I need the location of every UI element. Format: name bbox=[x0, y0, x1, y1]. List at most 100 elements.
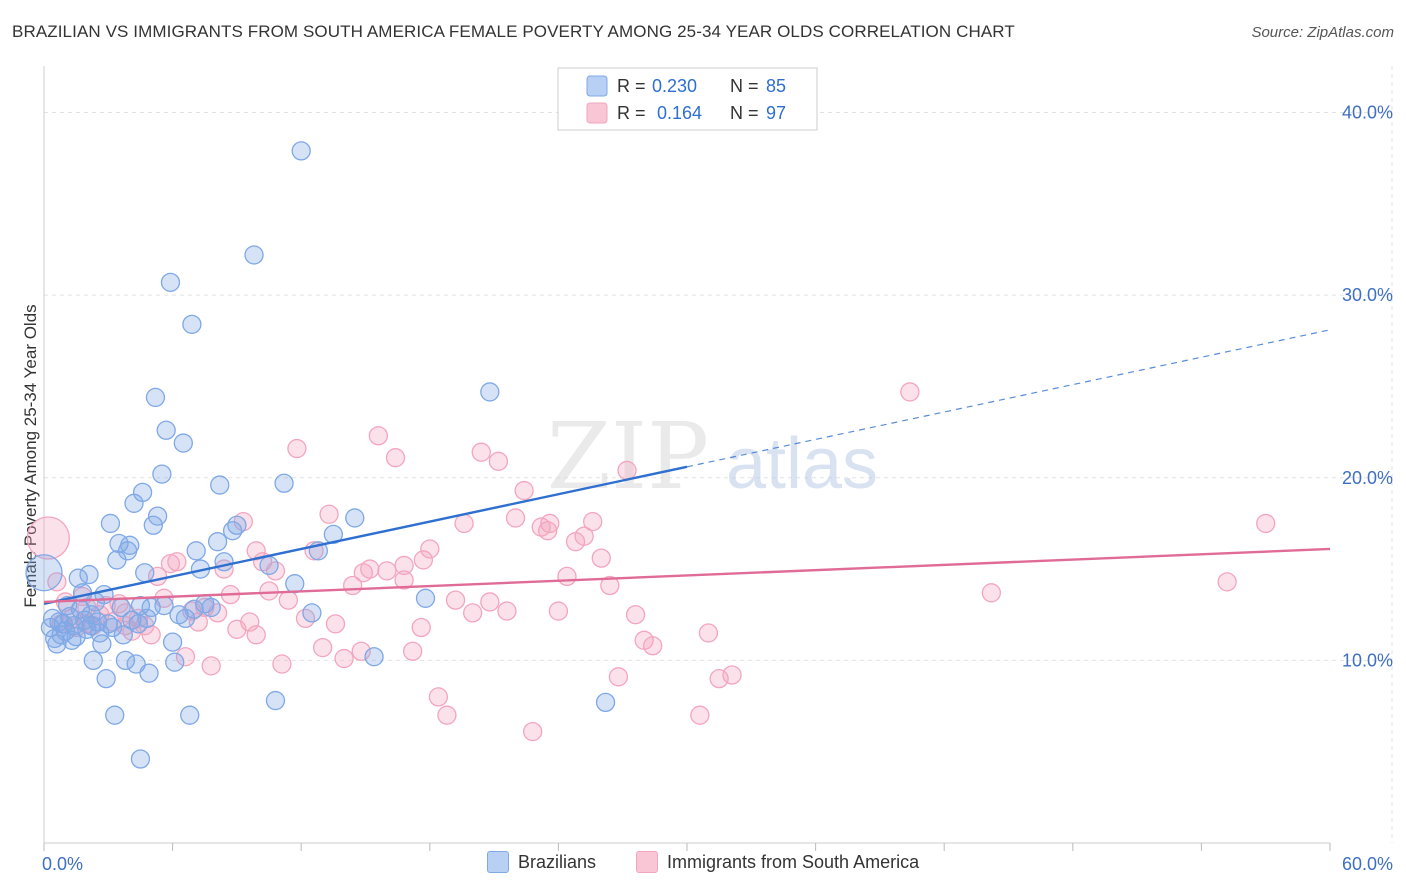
data-point-immigrants bbox=[385, 448, 406, 468]
data-point-brazilians bbox=[207, 532, 228, 552]
data-point-immigrants bbox=[471, 442, 491, 462]
data-point-brazilians bbox=[214, 552, 234, 572]
data-point-brazilians bbox=[147, 506, 168, 526]
legend-r-value-1: 0.230 bbox=[652, 76, 697, 96]
source-label: Source: ZipAtlas.com bbox=[1251, 24, 1394, 41]
data-point-brazilians bbox=[160, 272, 181, 293]
data-point-brazilians bbox=[132, 482, 153, 503]
tick-labels: 10.0% 20.0% 30.0% 40.0% 0.0% 60.0% bbox=[42, 103, 1393, 874]
data-point-immigrants bbox=[325, 614, 346, 634]
data-point-immigrants bbox=[480, 592, 500, 612]
data-point-brazilians bbox=[102, 617, 123, 638]
legend-item-brazilians: Brazilians bbox=[487, 851, 596, 873]
x-tick-label: 60.0% bbox=[1342, 854, 1393, 874]
data-point-immigrants bbox=[246, 541, 266, 561]
data-point-brazilians bbox=[274, 473, 294, 493]
legend-swatch-blue bbox=[586, 75, 608, 97]
data-point-brazilians bbox=[364, 647, 384, 667]
series-brazilians bbox=[25, 141, 616, 769]
x-tick-label: 0.0% bbox=[42, 854, 83, 874]
trend-lines bbox=[43, 329, 1331, 605]
data-point-immigrants bbox=[272, 654, 292, 674]
data-point-immigrants bbox=[540, 513, 560, 534]
data-point-immigrants bbox=[591, 548, 611, 568]
data-point-brazilians bbox=[25, 554, 63, 592]
bottom-legend: Brazilians Immigrants from South America bbox=[0, 851, 1406, 879]
legend-n-value-2: 97 bbox=[766, 103, 786, 123]
data-point-immigrants bbox=[1217, 572, 1237, 592]
data-point-brazilians bbox=[96, 668, 116, 689]
data-point-immigrants bbox=[437, 705, 457, 725]
legend-item-immigrants: Immigrants from South America bbox=[636, 851, 919, 873]
data-point-immigrants bbox=[643, 636, 663, 656]
data-point-immigrants bbox=[368, 426, 389, 446]
data-point-brazilians bbox=[182, 314, 202, 335]
axes bbox=[43, 66, 1331, 851]
y-tick-label: 10.0% bbox=[1342, 650, 1393, 670]
data-point-brazilians bbox=[180, 705, 200, 725]
data-point-brazilians bbox=[162, 632, 183, 652]
data-point-brazilians bbox=[323, 524, 344, 545]
data-point-brazilians bbox=[100, 513, 121, 534]
data-point-brazilians bbox=[120, 535, 140, 555]
trend-line-immigrants bbox=[43, 547, 1331, 604]
data-point-immigrants bbox=[625, 605, 646, 625]
data-point-brazilians bbox=[345, 508, 365, 528]
legend-n-value-1: 85 bbox=[766, 76, 786, 96]
data-point-immigrants bbox=[900, 382, 920, 402]
data-point-brazilians bbox=[81, 616, 101, 636]
data-point-brazilians bbox=[285, 574, 305, 594]
data-point-immigrants bbox=[420, 539, 440, 559]
data-point-immigrants bbox=[175, 647, 196, 667]
y-tick-label: 40.0% bbox=[1342, 103, 1393, 123]
data-point-immigrants bbox=[353, 563, 374, 583]
y-tick-label: 20.0% bbox=[1342, 468, 1393, 488]
data-point-brazilians bbox=[130, 749, 151, 769]
data-point-brazilians bbox=[156, 420, 176, 440]
data-point-immigrants bbox=[319, 504, 339, 524]
data-point-brazilians bbox=[79, 564, 99, 585]
data-point-brazilians bbox=[227, 515, 247, 535]
data-point-immigrants bbox=[583, 511, 603, 532]
data-point-immigrants bbox=[259, 581, 279, 601]
data-point-brazilians bbox=[173, 433, 193, 453]
data-point-immigrants bbox=[1256, 513, 1276, 534]
data-point-immigrants bbox=[394, 555, 414, 576]
data-point-immigrants bbox=[523, 721, 543, 742]
data-point-immigrants bbox=[403, 641, 423, 661]
data-point-immigrants bbox=[287, 438, 307, 459]
data-point-immigrants bbox=[690, 705, 710, 725]
legend-swatch-brazilians bbox=[487, 851, 509, 873]
legend-r-label-1: R = bbox=[617, 76, 646, 96]
data-point-brazilians bbox=[135, 563, 155, 583]
data-point-immigrants bbox=[617, 460, 637, 481]
data-point-immigrants bbox=[201, 656, 221, 676]
data-point-immigrants bbox=[167, 552, 187, 572]
data-point-brazilians bbox=[259, 555, 279, 576]
data-point-brazilians bbox=[115, 650, 136, 671]
legend-r-label-2: R = bbox=[617, 103, 646, 123]
data-point-immigrants bbox=[334, 648, 354, 669]
data-point-immigrants bbox=[413, 550, 434, 570]
data-point-immigrants bbox=[538, 521, 558, 541]
stats-legend: R = 0.230 N = 85 R = 0.164 N = 97 bbox=[557, 67, 818, 131]
data-point-brazilians bbox=[105, 705, 125, 725]
grid-lines bbox=[44, 66, 1393, 843]
data-point-brazilians bbox=[66, 626, 86, 647]
watermark-atlas: atlas bbox=[726, 424, 878, 504]
data-point-brazilians bbox=[137, 608, 157, 629]
data-point-immigrants bbox=[574, 526, 594, 546]
data-point-brazilians bbox=[92, 634, 112, 654]
data-point-immigrants bbox=[445, 590, 466, 610]
data-point-immigrants bbox=[278, 590, 298, 610]
data-point-brazilians bbox=[480, 382, 500, 402]
data-point-immigrants bbox=[497, 601, 517, 621]
data-point-immigrants bbox=[608, 667, 629, 687]
legend-r-value-2: 0.164 bbox=[657, 103, 702, 123]
data-point-brazilians bbox=[83, 650, 103, 671]
legend-label-immigrants: Immigrants from South America bbox=[667, 851, 920, 872]
data-point-brazilians bbox=[244, 245, 264, 265]
data-point-brazilians bbox=[145, 387, 166, 408]
data-point-immigrants bbox=[377, 561, 397, 581]
